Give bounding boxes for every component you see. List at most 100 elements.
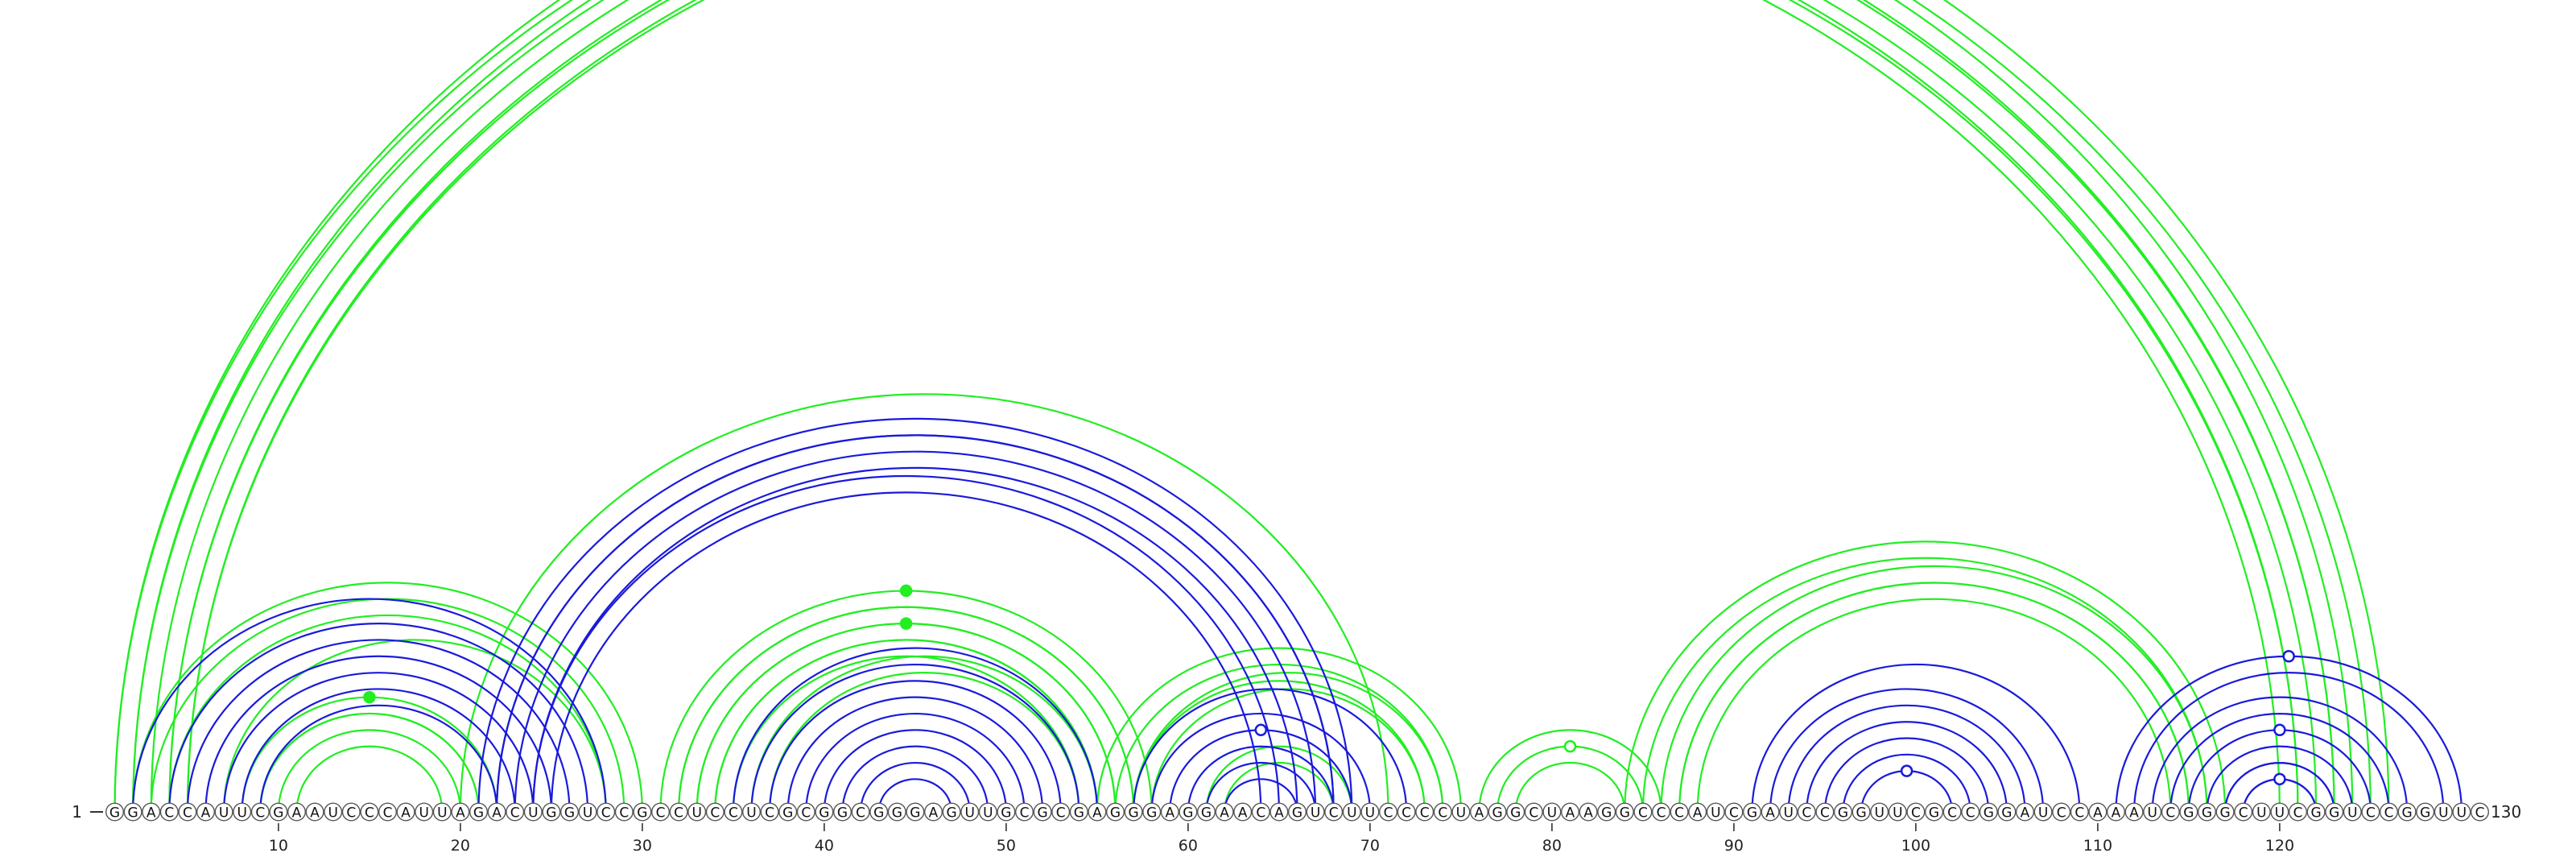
nucleotide-circle — [1997, 802, 2017, 822]
nucleotide: U — [2343, 802, 2362, 822]
nucleotide: G — [832, 802, 852, 822]
nucleotide-circle — [2215, 802, 2235, 822]
nucleotide-circle — [2179, 802, 2198, 822]
nucleotide-letter: A — [1475, 805, 1484, 822]
nucleotide: C — [178, 802, 197, 822]
nucleotide-letter: U — [964, 805, 974, 822]
blue-helix-arc — [2206, 745, 2354, 813]
nucleotide-letter: G — [473, 805, 484, 822]
green-helix-arc — [696, 623, 1117, 813]
nucleotide: C — [1415, 802, 1435, 822]
nucleotide: G — [815, 802, 834, 822]
nucleotide-circle — [2325, 802, 2344, 822]
nucleotide-letter: G — [1110, 805, 1121, 822]
nucleotide-letter: C — [856, 805, 865, 822]
nucleotide: A — [2015, 802, 2034, 822]
nucleotide-circle — [287, 802, 307, 822]
nucleotide: C — [851, 802, 870, 822]
nucleotide: G — [2197, 802, 2216, 822]
blue-helix-arc — [2133, 672, 2445, 813]
nucleotide: C — [724, 802, 743, 822]
green-helix-arc — [295, 745, 444, 813]
green-helix-arc — [1496, 745, 1644, 813]
nucleotide-letter: C — [383, 805, 393, 822]
nucleotide-circle — [1888, 802, 1907, 822]
nucleotide-letter: U — [219, 805, 229, 822]
nucleotide-circle — [2161, 802, 2180, 822]
nucleotide: C — [614, 802, 634, 822]
nucleotide: C — [1633, 802, 1653, 822]
tick-label: 70 — [1360, 837, 1380, 855]
nucleotide: A — [1233, 802, 1253, 822]
nucleotide-letter: G — [2220, 805, 2231, 822]
nucleotide-circle — [705, 802, 724, 822]
nucleotide: G — [2306, 802, 2326, 822]
nucleotide-circle — [2416, 802, 2435, 822]
nucleotide-circle — [1397, 802, 1416, 822]
nucleotide: U — [1306, 802, 1325, 822]
nucleotide-circle — [105, 802, 124, 822]
nucleotide-circle — [360, 802, 379, 822]
nucleotide-circle — [578, 802, 597, 822]
nucleotide-letter: C — [1056, 805, 1066, 822]
blue-helix-arc — [841, 745, 989, 813]
nucleotide-letter: U — [983, 805, 993, 822]
nucleotide: U — [978, 802, 997, 822]
nucleotide-letter: A — [2112, 805, 2121, 822]
nucleotide: G — [633, 802, 652, 822]
nucleotide-circle — [1761, 802, 1780, 822]
nucleotide-circle — [1742, 802, 1761, 822]
nucleotide-circle — [1287, 802, 1307, 822]
nucleotide-circle — [1196, 802, 1216, 822]
nucleotide-circle — [2434, 802, 2453, 822]
tick-label: 80 — [1542, 837, 1562, 855]
nucleotide-circle — [1124, 802, 1143, 822]
nucleotide: G — [1597, 802, 1616, 822]
tick-label: 60 — [1179, 837, 1198, 855]
green-helix-arc — [1514, 761, 1626, 813]
nucleotide-letter: C — [1384, 805, 1393, 822]
nucleotide: G — [1488, 802, 1507, 822]
nucleotide-letter: A — [1220, 805, 1229, 822]
nucleotide-circle — [815, 802, 834, 822]
nucleotide: U — [214, 802, 233, 822]
nucleotide-circle — [2197, 802, 2216, 822]
nucleotide: C — [2070, 802, 2089, 822]
nucleotide-circle — [978, 802, 997, 822]
nucleotide-letter: C — [1256, 805, 1265, 822]
nucleotide: A — [142, 802, 161, 822]
nucleotide-circle — [614, 802, 634, 822]
nucleotide: U — [578, 802, 597, 822]
nucleotide-letter: G — [1747, 805, 1757, 822]
blue-helix-arc — [532, 466, 1298, 813]
nucleotide-circle — [1360, 802, 1380, 822]
green-helix-arc — [132, 0, 2335, 813]
nucleotide-circle — [1306, 802, 1325, 822]
nucleotide-letter: C — [656, 805, 666, 822]
nucleotide-circle — [1433, 802, 1452, 822]
nucleotide-letter: G — [1510, 805, 1521, 822]
nucleotide-letter: U — [2275, 805, 2285, 822]
blue-helix-arc — [259, 704, 498, 813]
nucleotide-letter: U — [328, 805, 337, 822]
nucleotide-letter: C — [346, 805, 356, 822]
tick-label: 120 — [2265, 837, 2294, 855]
nucleotide: G — [1142, 802, 1162, 822]
blue-helix-arc — [532, 474, 1280, 813]
nucleotide-letter: U — [2256, 805, 2266, 822]
nucleotide-circle — [851, 802, 870, 822]
nucleotide: A — [1269, 802, 1289, 822]
nucleotide: G — [2179, 802, 2198, 822]
nucleotide-letter: G — [1074, 805, 1084, 822]
nucleotide-circle — [597, 802, 616, 822]
nucleotide-circle — [1215, 802, 1234, 822]
nucleotide-circle — [1469, 802, 1488, 822]
nucleotide-letter: C — [1820, 805, 1830, 822]
nucleotide-letter: U — [1347, 805, 1356, 822]
nucleotide: C — [159, 802, 179, 822]
nucleotide-circle — [2252, 802, 2271, 822]
nucleotide-circle — [432, 802, 452, 822]
nucleotide-circle — [1815, 802, 1835, 822]
nucleotide-letter: A — [1583, 805, 1593, 822]
